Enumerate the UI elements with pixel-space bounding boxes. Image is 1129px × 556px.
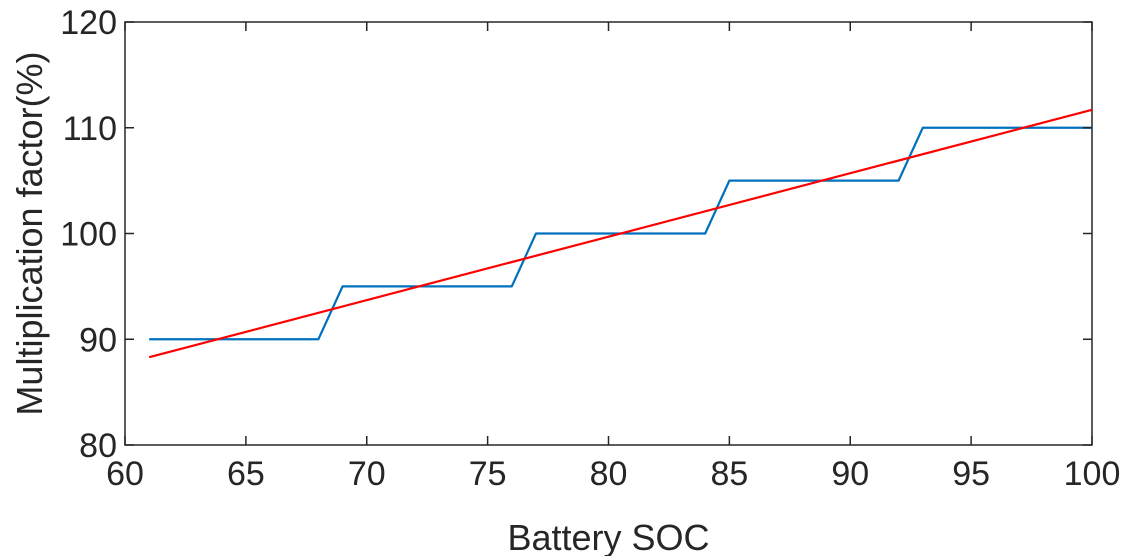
x-tick-label: 60 xyxy=(106,455,144,493)
x-tick-label: 80 xyxy=(590,455,628,493)
x-tick-label: 100 xyxy=(1064,455,1121,493)
y-tick-label: 80 xyxy=(79,427,117,465)
x-tick-label: 95 xyxy=(952,455,990,493)
y-tick-label: 110 xyxy=(63,110,117,148)
series-layer xyxy=(148,108,1093,359)
y-tick-label: 120 xyxy=(60,4,117,42)
plot-area: 60 65 70 75 80 85 90 95 100 80 90 100 110 120 xyxy=(60,4,1120,493)
y-tick-label: 90 xyxy=(79,321,117,359)
x-axis-title: Battery SOC xyxy=(507,517,709,556)
x-tick-label: 90 xyxy=(831,455,869,493)
x-axis-ticks: 60 65 70 75 80 85 90 95 100 xyxy=(106,22,1120,493)
y-axis-ticks: 80 90 100 110 120 xyxy=(60,4,1092,465)
x-tick-label: 85 xyxy=(710,455,748,493)
y-axis-title: Multiplication factor(%) xyxy=(9,51,50,415)
linear-fit-line xyxy=(148,108,1093,359)
y-tick-label: 100 xyxy=(60,216,117,254)
x-tick-label: 75 xyxy=(469,455,507,493)
x-tick-label: 70 xyxy=(348,455,386,493)
x-tick-label: 65 xyxy=(227,455,265,493)
